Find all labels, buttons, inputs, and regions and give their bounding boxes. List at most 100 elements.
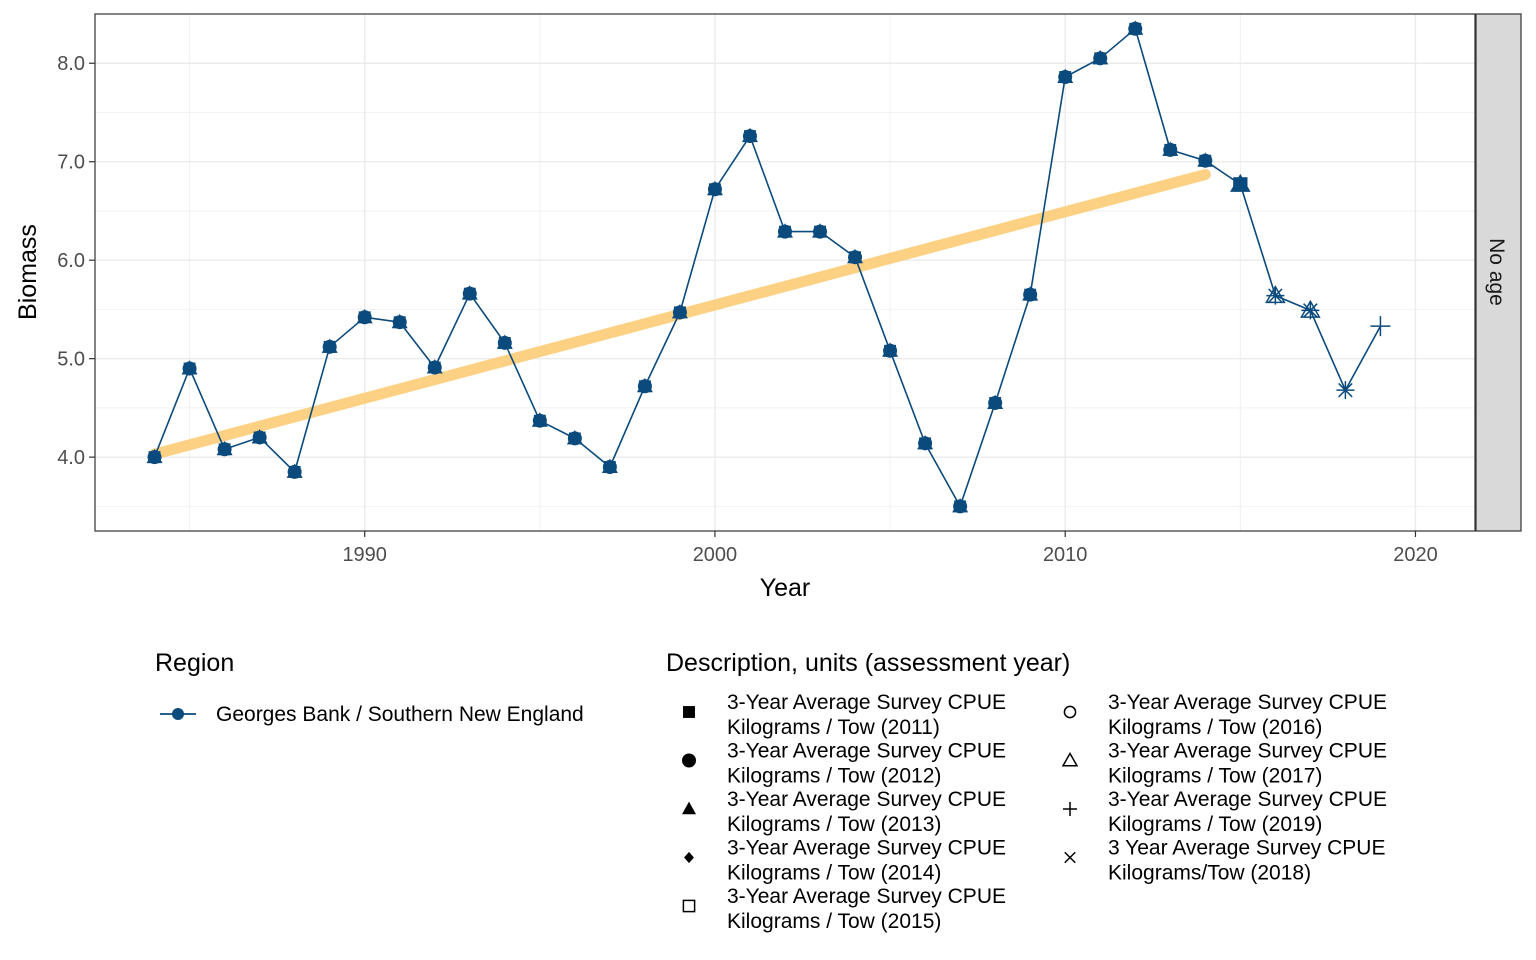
legend-region: Region Georges Bank / Southern New Engla… xyxy=(155,649,584,726)
y-tick-label: 6.0 xyxy=(57,250,85,272)
y-tick-label: 7.0 xyxy=(57,152,85,174)
data-point xyxy=(812,223,829,239)
data-point xyxy=(1230,173,1251,192)
legend-region-marker xyxy=(172,708,184,720)
data-point xyxy=(917,434,934,451)
data-point-circle xyxy=(567,431,582,446)
data-point-circle xyxy=(532,413,547,428)
legend-description-line2: Kilograms / Tow (2013) xyxy=(727,813,941,836)
data-point xyxy=(1092,49,1109,66)
legend-symbol-square-open xyxy=(682,899,696,913)
legend-description-line1: 3-Year Average Survey CPUE xyxy=(727,740,1006,763)
legend-description-line1: 3-Year Average Survey CPUE xyxy=(727,885,1006,908)
x-tick-label: 2010 xyxy=(1043,544,1088,566)
x-tick-label: 1990 xyxy=(342,544,387,566)
data-point-circle xyxy=(1023,287,1038,302)
x-axis-title: Year xyxy=(760,574,811,602)
data-point xyxy=(181,360,198,376)
legend-description-line2: Kilograms / Tow (2012) xyxy=(727,765,941,788)
markers-layer xyxy=(146,20,1391,514)
data-point xyxy=(882,342,899,358)
data-point-circle xyxy=(357,310,372,325)
data-point-cross xyxy=(1303,303,1318,318)
y-axis: 4.0 5.0 6.0 7.0 8.0 xyxy=(57,53,95,469)
legend-description-line2: Kilograms/Tow (2018) xyxy=(1108,862,1311,885)
data-point xyxy=(601,458,618,474)
legend-description-line1: 3 Year Average Survey CPUE xyxy=(1108,837,1385,860)
legend-description-line1: 3-Year Average Survey CPUE xyxy=(1108,788,1387,811)
data-point xyxy=(1197,152,1214,168)
data-point-circle xyxy=(427,360,442,375)
legend-symbol-diamond-filled xyxy=(684,851,694,864)
data-point-circle xyxy=(147,450,162,465)
data-point xyxy=(847,248,864,265)
data-point xyxy=(671,303,688,320)
data-point-circle xyxy=(287,464,302,479)
y-tick-label: 8.0 xyxy=(57,53,85,75)
legend-symbol-square-filled xyxy=(683,706,695,718)
legend-region-items: Georges Bank / Southern New England xyxy=(160,703,584,726)
legend-description-line2: Kilograms / Tow (2019) xyxy=(1108,813,1322,836)
legend-description-line2: Kilograms / Tow (2016) xyxy=(1108,716,1322,739)
data-point xyxy=(391,313,408,330)
data-point-circle xyxy=(918,436,933,451)
legend-description: Description, units (assessment year) 3-Y… xyxy=(666,649,1387,933)
data-point xyxy=(251,429,268,445)
data-point xyxy=(496,334,513,350)
data-point xyxy=(952,497,969,514)
data-point-circle xyxy=(707,182,722,197)
legend-region-title: Region xyxy=(155,649,234,677)
data-point-circle xyxy=(1128,21,1143,36)
y-tick-label: 4.0 xyxy=(57,447,85,469)
data-point xyxy=(426,359,443,375)
data-point-circle xyxy=(813,224,828,239)
data-point-circle xyxy=(462,286,477,301)
data-point xyxy=(1022,286,1039,302)
panel-border xyxy=(94,13,1476,532)
data-point xyxy=(987,394,1004,410)
data-point xyxy=(146,448,163,465)
data-point xyxy=(321,338,338,354)
data-point xyxy=(1057,68,1074,85)
data-point xyxy=(356,308,373,325)
data-point-circle xyxy=(322,339,337,354)
legend-description-line1: 3-Year Average Survey CPUE xyxy=(727,691,1006,714)
data-point-circle xyxy=(252,430,267,445)
legend-description-line1: 3-Year Average Survey CPUE xyxy=(727,837,1006,860)
data-point xyxy=(706,180,723,197)
data-point xyxy=(636,377,653,394)
x-tick-label: 2000 xyxy=(693,544,738,566)
data-point-circle xyxy=(602,459,617,474)
data-point-triangle-open xyxy=(1230,173,1251,192)
legend-symbol-circle-filled xyxy=(682,753,696,768)
data-point xyxy=(566,430,583,446)
data-point-circle xyxy=(1093,51,1108,66)
data-point-circle xyxy=(953,499,968,514)
data-point xyxy=(1127,20,1144,36)
y-tick-label: 5.0 xyxy=(57,349,85,371)
data-point-circle xyxy=(217,442,232,457)
legend-description-line2: Kilograms / Tow (2011) xyxy=(727,716,940,739)
legend-symbol-circle-open xyxy=(1063,705,1077,719)
x-tick-label: 2020 xyxy=(1393,544,1438,566)
legend-description-line1: 3-Year Average Survey CPUE xyxy=(1108,691,1387,714)
data-point-plus xyxy=(1370,316,1391,337)
legend-description-title: Description, units (assessment year) xyxy=(666,649,1070,677)
legend-description-line1: 3-Year Average Survey CPUE xyxy=(727,788,1006,811)
data-point xyxy=(1336,381,1355,400)
data-point-circle xyxy=(392,315,407,330)
data-point-circle xyxy=(742,129,757,144)
data-point xyxy=(1265,285,1286,305)
data-point xyxy=(461,285,478,301)
data-point xyxy=(777,223,793,239)
data-point xyxy=(286,463,303,479)
legend-symbol-cross xyxy=(1064,851,1076,864)
